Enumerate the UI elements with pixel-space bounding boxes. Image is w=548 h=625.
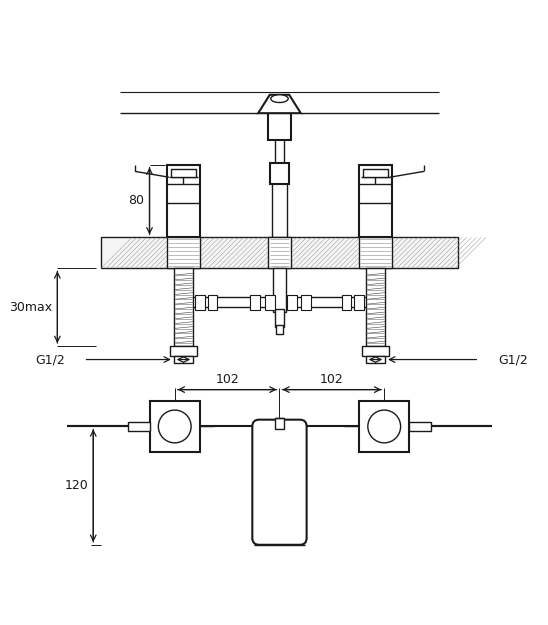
Bar: [174, 268, 193, 346]
Bar: [287, 294, 297, 310]
Text: 120: 120: [65, 479, 88, 492]
Bar: [150, 401, 200, 452]
Text: 102: 102: [215, 372, 239, 386]
Bar: [171, 169, 196, 177]
Bar: [276, 324, 283, 334]
Bar: [341, 294, 351, 310]
Text: 80: 80: [128, 194, 144, 208]
Bar: [250, 294, 260, 310]
Bar: [174, 356, 193, 363]
Bar: [362, 346, 389, 356]
Bar: [359, 401, 409, 452]
Bar: [409, 422, 431, 431]
Ellipse shape: [158, 410, 191, 443]
Bar: [208, 294, 218, 310]
Bar: [273, 268, 286, 312]
Text: G1/2: G1/2: [498, 353, 528, 366]
Ellipse shape: [271, 95, 288, 102]
Bar: [270, 162, 289, 184]
Bar: [167, 164, 200, 238]
FancyBboxPatch shape: [252, 419, 307, 545]
Bar: [195, 294, 205, 310]
Bar: [268, 113, 291, 141]
Bar: [359, 238, 392, 268]
Bar: [128, 422, 150, 431]
Text: 30max: 30max: [9, 301, 53, 314]
Bar: [366, 268, 385, 346]
Text: G1/2: G1/2: [35, 353, 65, 366]
Text: 102: 102: [320, 372, 344, 386]
Bar: [359, 164, 392, 238]
Bar: [366, 356, 385, 363]
Bar: [275, 309, 284, 327]
Bar: [167, 238, 200, 268]
Bar: [275, 418, 284, 429]
Bar: [170, 346, 197, 356]
Bar: [265, 294, 275, 310]
Polygon shape: [258, 95, 301, 113]
Bar: [101, 238, 458, 268]
Bar: [354, 294, 364, 310]
Bar: [301, 294, 311, 310]
Ellipse shape: [368, 410, 401, 443]
Bar: [268, 238, 291, 268]
Bar: [363, 169, 388, 177]
